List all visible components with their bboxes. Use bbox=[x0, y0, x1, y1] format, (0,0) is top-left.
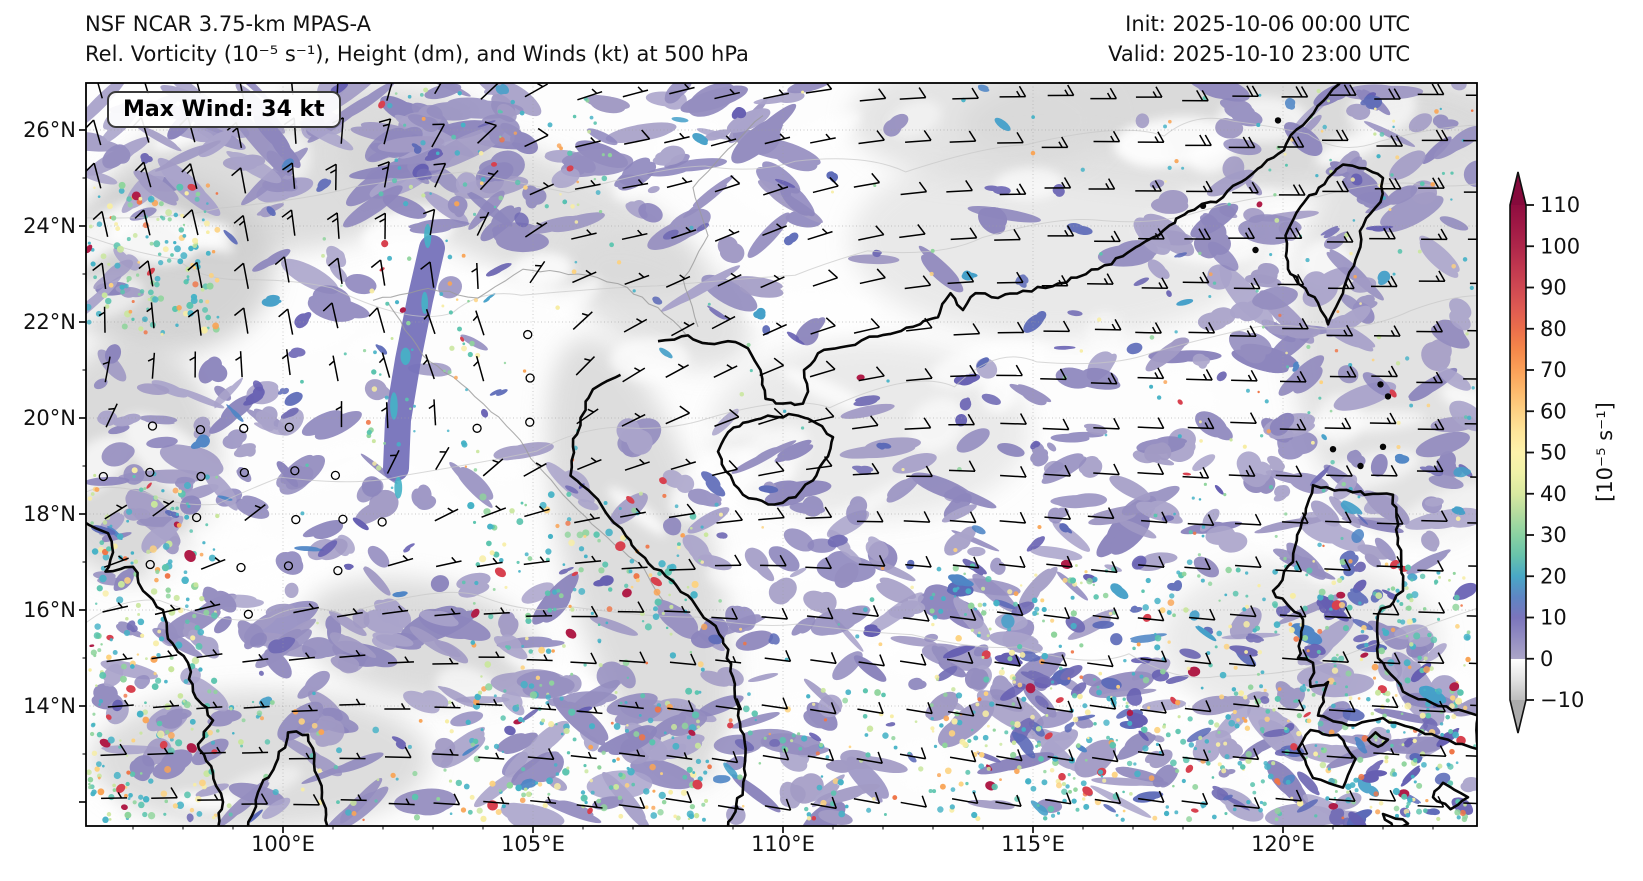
island-outline bbox=[716, 412, 835, 506]
max-wind-badge: Max Wind: 34 kt bbox=[107, 91, 341, 128]
island-outline bbox=[1431, 781, 1470, 811]
small-island bbox=[1384, 393, 1392, 400]
coastline bbox=[246, 730, 329, 826]
colorbar-tick-label: 20 bbox=[1540, 564, 1567, 588]
wind-barb-layer bbox=[86, 83, 1477, 811]
coastline bbox=[86, 521, 225, 826]
x-tick-label: 115°E bbox=[1001, 832, 1065, 856]
island-outline bbox=[1296, 728, 1357, 789]
colorbar-tick-label: 70 bbox=[1540, 358, 1567, 382]
plot-frame bbox=[85, 82, 1478, 827]
y-tick-label: 24°N bbox=[23, 214, 76, 238]
small-island bbox=[1357, 462, 1364, 470]
colorbar-tick-label: 60 bbox=[1540, 399, 1567, 423]
coastline bbox=[657, 83, 1342, 407]
map-canvas bbox=[86, 83, 1477, 826]
small-island bbox=[1274, 117, 1282, 124]
field-subtitle: Rel. Vorticity (10⁻⁵ s⁻¹), Height (dm), … bbox=[85, 42, 749, 66]
y-tick-label: 22°N bbox=[23, 310, 76, 334]
x-tick-label: 110°E bbox=[751, 832, 815, 856]
x-tick-label: 105°E bbox=[501, 832, 565, 856]
colorbar-tick-label: 100 bbox=[1540, 234, 1580, 258]
x-tick-label: 100°E bbox=[251, 832, 315, 856]
colorbar: −10 0 10 20 30 40 50 60 70 80 90 100 110 [10⁻⁵ s⁻¹] bbox=[1509, 171, 1617, 734]
colorbar-tick-label: 90 bbox=[1540, 276, 1567, 300]
y-tick-label: 14°N bbox=[23, 694, 76, 718]
model-title: NSF NCAR 3.75-km MPAS-A bbox=[85, 12, 372, 36]
island-outline bbox=[1366, 731, 1390, 749]
x-tick-label: 120°E bbox=[1251, 832, 1315, 856]
colorbar-tick-label: 80 bbox=[1540, 317, 1567, 341]
island-outline bbox=[1284, 163, 1385, 326]
colorbar-unit-label: [10⁻⁵ s⁻¹] bbox=[1593, 402, 1617, 502]
small-island bbox=[1199, 202, 1207, 210]
colorbar-tick-label: 110 bbox=[1540, 193, 1580, 217]
small-island bbox=[1379, 443, 1387, 450]
coastline bbox=[569, 373, 747, 826]
y-tick-label: 20°N bbox=[23, 406, 76, 430]
small-island bbox=[1377, 381, 1384, 388]
y-tick-label: 16°N bbox=[23, 598, 76, 622]
small-island bbox=[1329, 446, 1337, 453]
country-border bbox=[682, 115, 764, 327]
y-tick-label: 26°N bbox=[23, 118, 76, 142]
island-outline bbox=[1271, 483, 1477, 751]
colorbar-tick-label: 10 bbox=[1540, 606, 1567, 630]
colorbar-tick-label: 0 bbox=[1540, 647, 1553, 671]
colorbar-tick-label: −10 bbox=[1540, 688, 1584, 712]
y-tick-label: 18°N bbox=[23, 502, 76, 526]
small-island bbox=[1252, 246, 1259, 254]
colorbar-tick-label: 50 bbox=[1540, 441, 1567, 465]
country-border bbox=[372, 268, 686, 335]
valid-time-label: Valid: 2025-10-10 23:00 UTC bbox=[1108, 42, 1410, 66]
colorbar-tick-label: 40 bbox=[1540, 482, 1567, 506]
init-time-label: Init: 2025-10-06 00:00 UTC bbox=[1125, 12, 1410, 36]
colorbar-tick-label: 30 bbox=[1540, 523, 1567, 547]
